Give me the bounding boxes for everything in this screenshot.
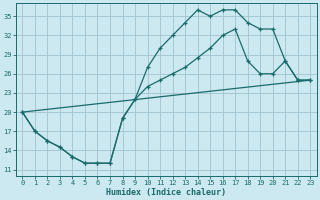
X-axis label: Humidex (Indice chaleur): Humidex (Indice chaleur) xyxy=(106,188,226,197)
